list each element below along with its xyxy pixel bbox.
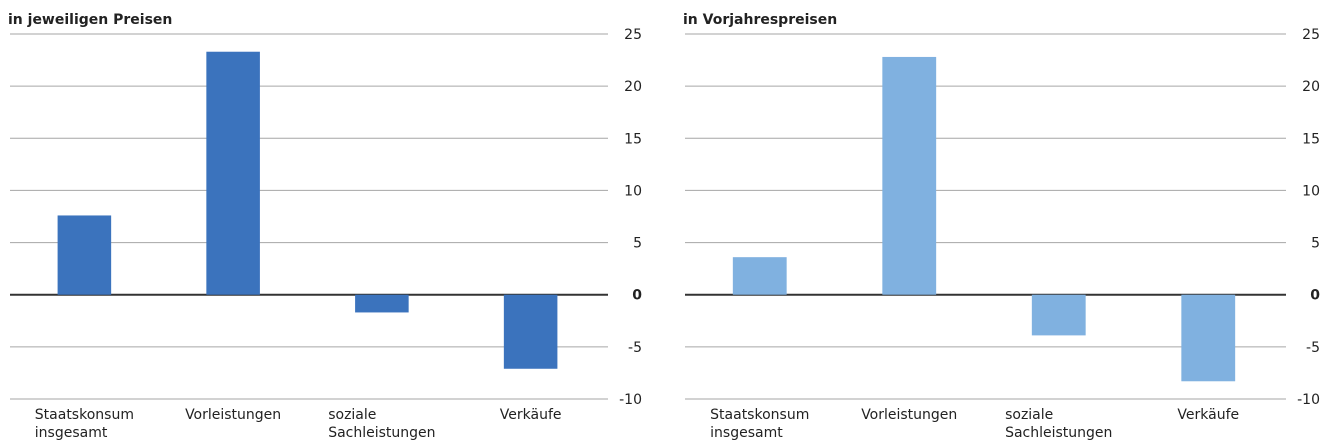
bar bbox=[732, 257, 787, 295]
chart-title: in Vorjahrespreisen bbox=[683, 12, 837, 28]
y-tick-label: 20 bbox=[624, 79, 642, 95]
x-tick-label: soziale Sachleistungen bbox=[1005, 407, 1112, 441]
x-tick-label: Vorleistungen bbox=[185, 407, 281, 423]
x-tick-label-line: soziale bbox=[1005, 407, 1053, 423]
y-tick-label: -5 bbox=[628, 340, 642, 356]
y-tick-label: 5 bbox=[633, 236, 642, 252]
bar bbox=[206, 51, 260, 295]
bar bbox=[1181, 294, 1236, 382]
x-tick-label-line: Staatskonsum bbox=[710, 407, 809, 423]
x-tick-label-line: Verkäufe bbox=[500, 407, 562, 423]
x-tick-label: soziale Sachleistungen bbox=[328, 407, 435, 441]
x-tick-label: Verkäufe bbox=[500, 407, 562, 423]
x-tick-label-line: soziale bbox=[328, 407, 376, 423]
x-tick-label-line: Sachleistungen bbox=[328, 425, 435, 441]
x-tick-label: Verkäufe bbox=[1177, 407, 1239, 423]
y-tick-label: -10 bbox=[1297, 392, 1320, 408]
x-tick-label-line: Staatskonsum bbox=[35, 407, 134, 423]
bar bbox=[882, 56, 937, 295]
y-tick-label: 25 bbox=[624, 27, 642, 43]
x-tick-label-line: Vorleistungen bbox=[861, 407, 957, 423]
y-tick-label: 10 bbox=[1302, 183, 1320, 199]
x-tick-label-line: insgesamt bbox=[710, 425, 783, 441]
chart-title: in jeweiligen Preisen bbox=[8, 12, 172, 28]
y-tick-label: 25 bbox=[1302, 27, 1320, 43]
x-tick-label-line: Vorleistungen bbox=[185, 407, 281, 423]
x-tick-label: Vorleistungen bbox=[861, 407, 957, 423]
y-tick-label: 15 bbox=[1302, 131, 1320, 147]
bar bbox=[503, 294, 558, 369]
x-tick-label: Staatskonsum insgesamt bbox=[35, 407, 134, 441]
x-tick-label-line: insgesamt bbox=[35, 425, 108, 441]
y-tick-label: 15 bbox=[624, 131, 642, 147]
bar bbox=[57, 215, 112, 295]
y-tick-label: -10 bbox=[619, 392, 642, 408]
x-tick-label: Staatskonsum insgesamt bbox=[710, 407, 809, 441]
y-tick-label: 0 bbox=[632, 288, 642, 304]
bar bbox=[1031, 294, 1086, 336]
y-tick-label: 0 bbox=[1310, 288, 1320, 304]
y-tick-label: 10 bbox=[624, 183, 642, 199]
y-tick-label: -5 bbox=[1306, 340, 1320, 356]
bar bbox=[355, 294, 409, 313]
x-tick-label-line: Verkäufe bbox=[1177, 407, 1239, 423]
y-tick-label: 5 bbox=[1311, 236, 1320, 252]
x-tick-label-line: Sachleistungen bbox=[1005, 425, 1112, 441]
y-tick-label: 20 bbox=[1302, 79, 1320, 95]
